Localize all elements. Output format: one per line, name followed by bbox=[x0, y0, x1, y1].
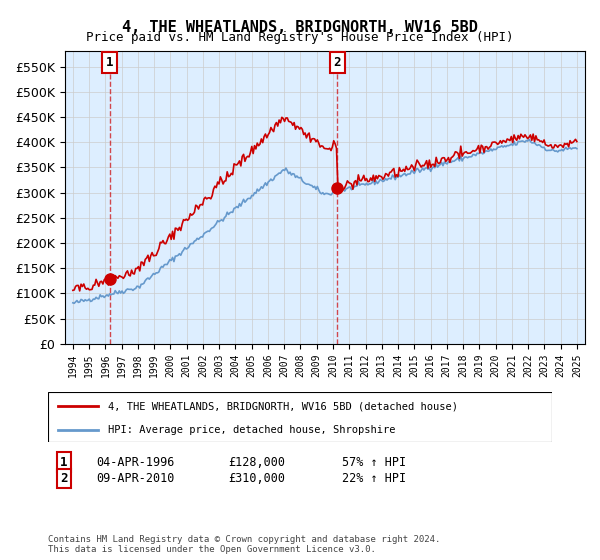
Text: 1: 1 bbox=[106, 56, 113, 69]
Text: 09-APR-2010: 09-APR-2010 bbox=[96, 472, 175, 486]
FancyBboxPatch shape bbox=[48, 392, 552, 442]
Text: 2: 2 bbox=[60, 472, 67, 486]
Text: 2: 2 bbox=[334, 56, 341, 69]
Text: £310,000: £310,000 bbox=[228, 472, 285, 486]
Text: 22% ↑ HPI: 22% ↑ HPI bbox=[342, 472, 406, 486]
Text: Price paid vs. HM Land Registry's House Price Index (HPI): Price paid vs. HM Land Registry's House … bbox=[86, 31, 514, 44]
Text: 4, THE WHEATLANDS, BRIDGNORTH, WV16 5BD: 4, THE WHEATLANDS, BRIDGNORTH, WV16 5BD bbox=[122, 20, 478, 35]
Text: 57% ↑ HPI: 57% ↑ HPI bbox=[342, 455, 406, 469]
Text: HPI: Average price, detached house, Shropshire: HPI: Average price, detached house, Shro… bbox=[109, 425, 396, 435]
Text: £128,000: £128,000 bbox=[228, 455, 285, 469]
Text: 04-APR-1996: 04-APR-1996 bbox=[96, 455, 175, 469]
Text: Contains HM Land Registry data © Crown copyright and database right 2024.
This d: Contains HM Land Registry data © Crown c… bbox=[48, 535, 440, 554]
Text: 4, THE WHEATLANDS, BRIDGNORTH, WV16 5BD (detached house): 4, THE WHEATLANDS, BRIDGNORTH, WV16 5BD … bbox=[109, 401, 458, 411]
Text: 1: 1 bbox=[60, 455, 67, 469]
